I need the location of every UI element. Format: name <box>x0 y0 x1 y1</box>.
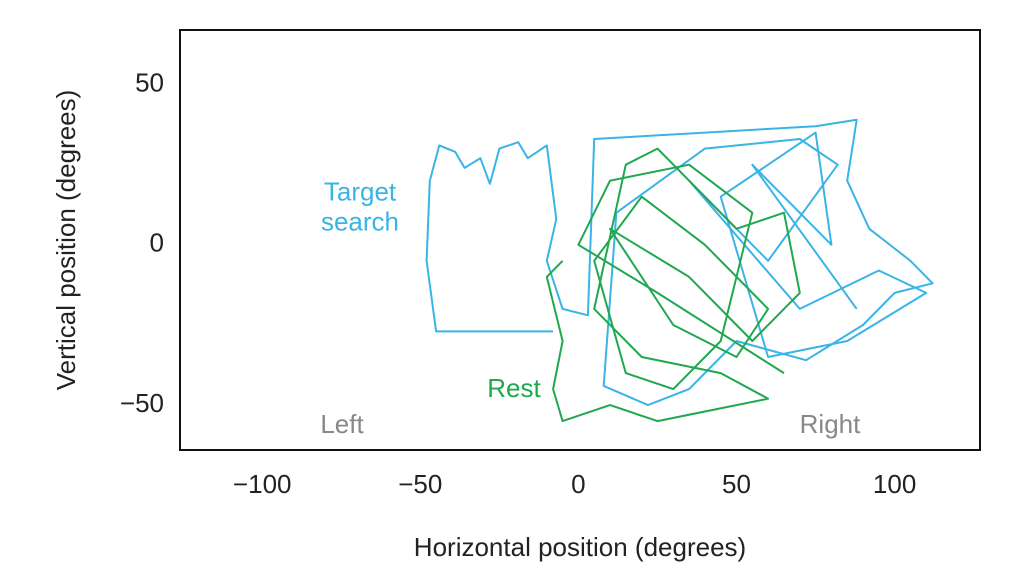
y-tick-label: −50 <box>120 388 164 418</box>
annotation: Right <box>800 409 861 439</box>
series-label: Target search <box>321 177 399 237</box>
x-tick-label: −50 <box>398 469 442 499</box>
x-tick-label: −100 <box>233 469 292 499</box>
plot-frame <box>179 29 981 451</box>
x-tick-label: 50 <box>722 469 751 499</box>
x-tick-label: 0 <box>571 469 585 499</box>
y-tick-label: 50 <box>135 67 164 97</box>
y-axis-label: Vertical position (degrees) <box>51 90 81 391</box>
plot-area <box>425 118 934 423</box>
trace-line <box>545 147 801 423</box>
trace-line <box>425 118 934 407</box>
x-axis-label: Horizontal position (degrees) <box>414 532 746 562</box>
y-tick-label: 0 <box>150 228 164 258</box>
annotation: Left <box>320 409 364 439</box>
series-label: Rest <box>487 373 541 403</box>
x-tick-label: 100 <box>873 469 916 499</box>
